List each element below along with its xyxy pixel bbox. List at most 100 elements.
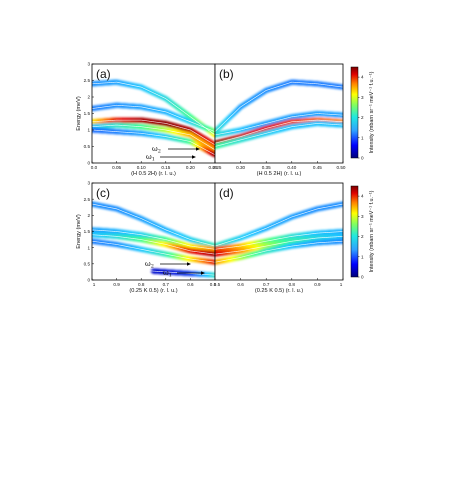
mode-arrow-head <box>201 271 205 275</box>
mode-arrow-head <box>196 147 200 151</box>
plot-frame <box>214 182 344 281</box>
mode-label-2: ω1 <box>163 269 172 279</box>
dispersion-bands <box>92 79 215 158</box>
band-1-model-line <box>215 203 343 247</box>
colorbar-1: 0 1 2 3 4 Intensity (mbarn sr⁻¹ meV⁻¹ f.u.⁻¹) <box>350 66 375 161</box>
colorbar-2: 0 1 2 3 4 Intensity (mbarn sr⁻¹ meV⁻¹ f.u.⁻¹) <box>350 185 375 280</box>
y-tick-label: 3 <box>87 181 90 186</box>
panel-c: 1 0.9 0.8 0.7 0.6 0.5 0 0.5 1 1.5 2 2.5 3 Energy (meV… <box>76 181 217 294</box>
y-tick-label: 1.5 <box>84 229 91 234</box>
x-tick-label: 0.0 <box>91 165 98 170</box>
band-1-model-line <box>215 81 343 132</box>
panel-b: 0.25 0.30 0.35 0.40 0.45 0.50 (H 0.5 2H) (r. l… <box>213 63 346 177</box>
colorbar-gradient <box>350 185 359 278</box>
colorbar-tick-label: 1 <box>361 254 364 259</box>
y-axis-label: Energy (meV) <box>76 214 82 249</box>
colorbar-tick-label: 3 <box>361 214 364 219</box>
colorbar-tick-label: 1 <box>361 135 364 140</box>
dispersion-bands <box>92 201 215 278</box>
band-5-model-line <box>92 129 215 156</box>
band-4-model-line <box>92 240 215 263</box>
x-tick-label: 0.25 <box>213 165 222 170</box>
colorbar-tick-label: 0 <box>361 275 364 280</box>
colorbar-tick-label: 4 <box>361 194 364 199</box>
band-2-model-line <box>92 229 215 250</box>
y-tick-label: 0 <box>87 161 90 166</box>
mode-label-1: ω2 <box>152 145 161 155</box>
x-tick-label: 0.6 <box>237 282 244 287</box>
colorbar-tick-label: 0 <box>361 156 364 161</box>
y-tick-label: 1 <box>87 128 90 133</box>
band-3-model-line <box>215 236 343 255</box>
colorbar-tick-label: 4 <box>361 75 364 80</box>
x-tick-label: 0.50 <box>337 165 346 170</box>
x-tick-label: 1 <box>340 282 343 287</box>
x-tick-label: 0.7 <box>163 282 170 287</box>
panel-a: 0.0 0.05 0.10 0.15 0.20 0.25 0 0.5 1 1.5 2 2.5 3 Ener… <box>76 62 218 177</box>
mode-label-2: ω1 <box>146 153 155 163</box>
y-tick-label: 0.5 <box>84 261 91 266</box>
x-tick-label: 0.25 <box>209 165 218 170</box>
colorbar-tick-label: 2 <box>361 234 364 239</box>
y-tick-label: 1 <box>87 245 90 250</box>
dispersion-bands <box>215 201 343 265</box>
panel-label: (a) <box>96 67 111 81</box>
x-tick-label: 0.6 <box>187 282 194 287</box>
panel-d: 0.5 0.6 0.7 0.8 0.9 1 (0.25 K 0.5) (r. l. u.) (… <box>214 182 344 294</box>
y-tick-label: 1.5 <box>84 111 91 116</box>
x-tick-label: 0.20 <box>186 165 195 170</box>
band-3-model-line <box>92 119 215 146</box>
dispersion-bands <box>215 79 343 150</box>
x-axis-label: (H 0.5 2H) (r. l. u.) <box>131 171 176 177</box>
x-tick-label: 0.5 <box>210 282 217 287</box>
x-tick-label: 0.15 <box>161 165 170 170</box>
band-4-model-line <box>215 240 343 263</box>
x-tick-label: 0.05 <box>112 165 121 170</box>
x-tick-label: 0.10 <box>137 165 146 170</box>
panel-label: (b) <box>219 67 234 81</box>
x-axis-label: (0.25 K 0.5) (r. l. u.) <box>129 288 177 294</box>
x-tick-label: 0.8 <box>138 282 145 287</box>
mode-label-1: ω2 <box>145 260 154 270</box>
x-tick-label: 0.9 <box>314 282 321 287</box>
colorbar-tick-label: 3 <box>361 95 364 100</box>
band-4-model-line <box>92 124 215 151</box>
x-tick-label: 0.5 <box>214 282 221 287</box>
x-tick-label: 0.45 <box>313 165 322 170</box>
panel-label: (d) <box>219 186 234 200</box>
plot-frame <box>214 63 344 164</box>
y-tick-label: 2 <box>87 95 90 100</box>
band-3-model-line <box>92 234 215 255</box>
colorbar-label: Intensity (mbarn sr⁻¹ meV⁻¹ f.u.⁻¹) <box>369 190 375 272</box>
colorbar-gradient <box>350 66 359 159</box>
band-1-model-line <box>92 203 215 247</box>
colorbar-tick-label: 2 <box>361 115 364 120</box>
x-axis-label: (H 0.5 2H) (r. l. u.) <box>257 171 302 177</box>
y-tick-label: 2 <box>87 213 90 218</box>
band-2-model-line <box>215 113 343 136</box>
colorbar-label: Intensity (mbarn sr⁻¹ meV⁻¹ f.u.⁻¹) <box>369 71 375 153</box>
y-tick-label: 0.5 <box>84 144 91 149</box>
y-tick-label: 0 <box>87 278 90 283</box>
y-tick-label: 2.5 <box>84 197 91 202</box>
band-2-model-line <box>215 231 343 250</box>
y-tick-label: 2.5 <box>84 78 91 83</box>
band-5-model-line <box>92 266 215 276</box>
y-axis-label: Energy (meV) <box>76 96 82 131</box>
x-tick-label: 0.9 <box>113 282 120 287</box>
mode-arrow-head <box>192 155 196 159</box>
band-3-model-line <box>215 119 343 144</box>
x-tick-label: 0.35 <box>262 165 271 170</box>
band-4-model-line <box>215 123 343 147</box>
band-2-model-line <box>92 104 215 132</box>
x-tick-label: 0.8 <box>289 282 296 287</box>
mode-arrow-head <box>187 262 191 266</box>
x-tick-label: 1 <box>93 282 96 287</box>
y-tick-label: 3 <box>87 62 90 67</box>
x-axis-label: (0.25 K 0.5) (r. l. u.) <box>255 288 303 294</box>
x-tick-label: 0.7 <box>263 282 270 287</box>
panel-label: (c) <box>96 186 110 200</box>
x-tick-label: 0.30 <box>236 165 245 170</box>
x-tick-label: 0.40 <box>287 165 296 170</box>
